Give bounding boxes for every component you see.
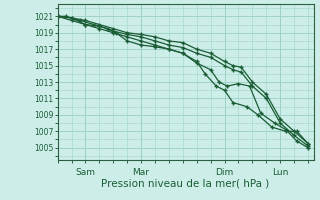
X-axis label: Pression niveau de la mer( hPa ): Pression niveau de la mer( hPa ) — [101, 178, 270, 188]
